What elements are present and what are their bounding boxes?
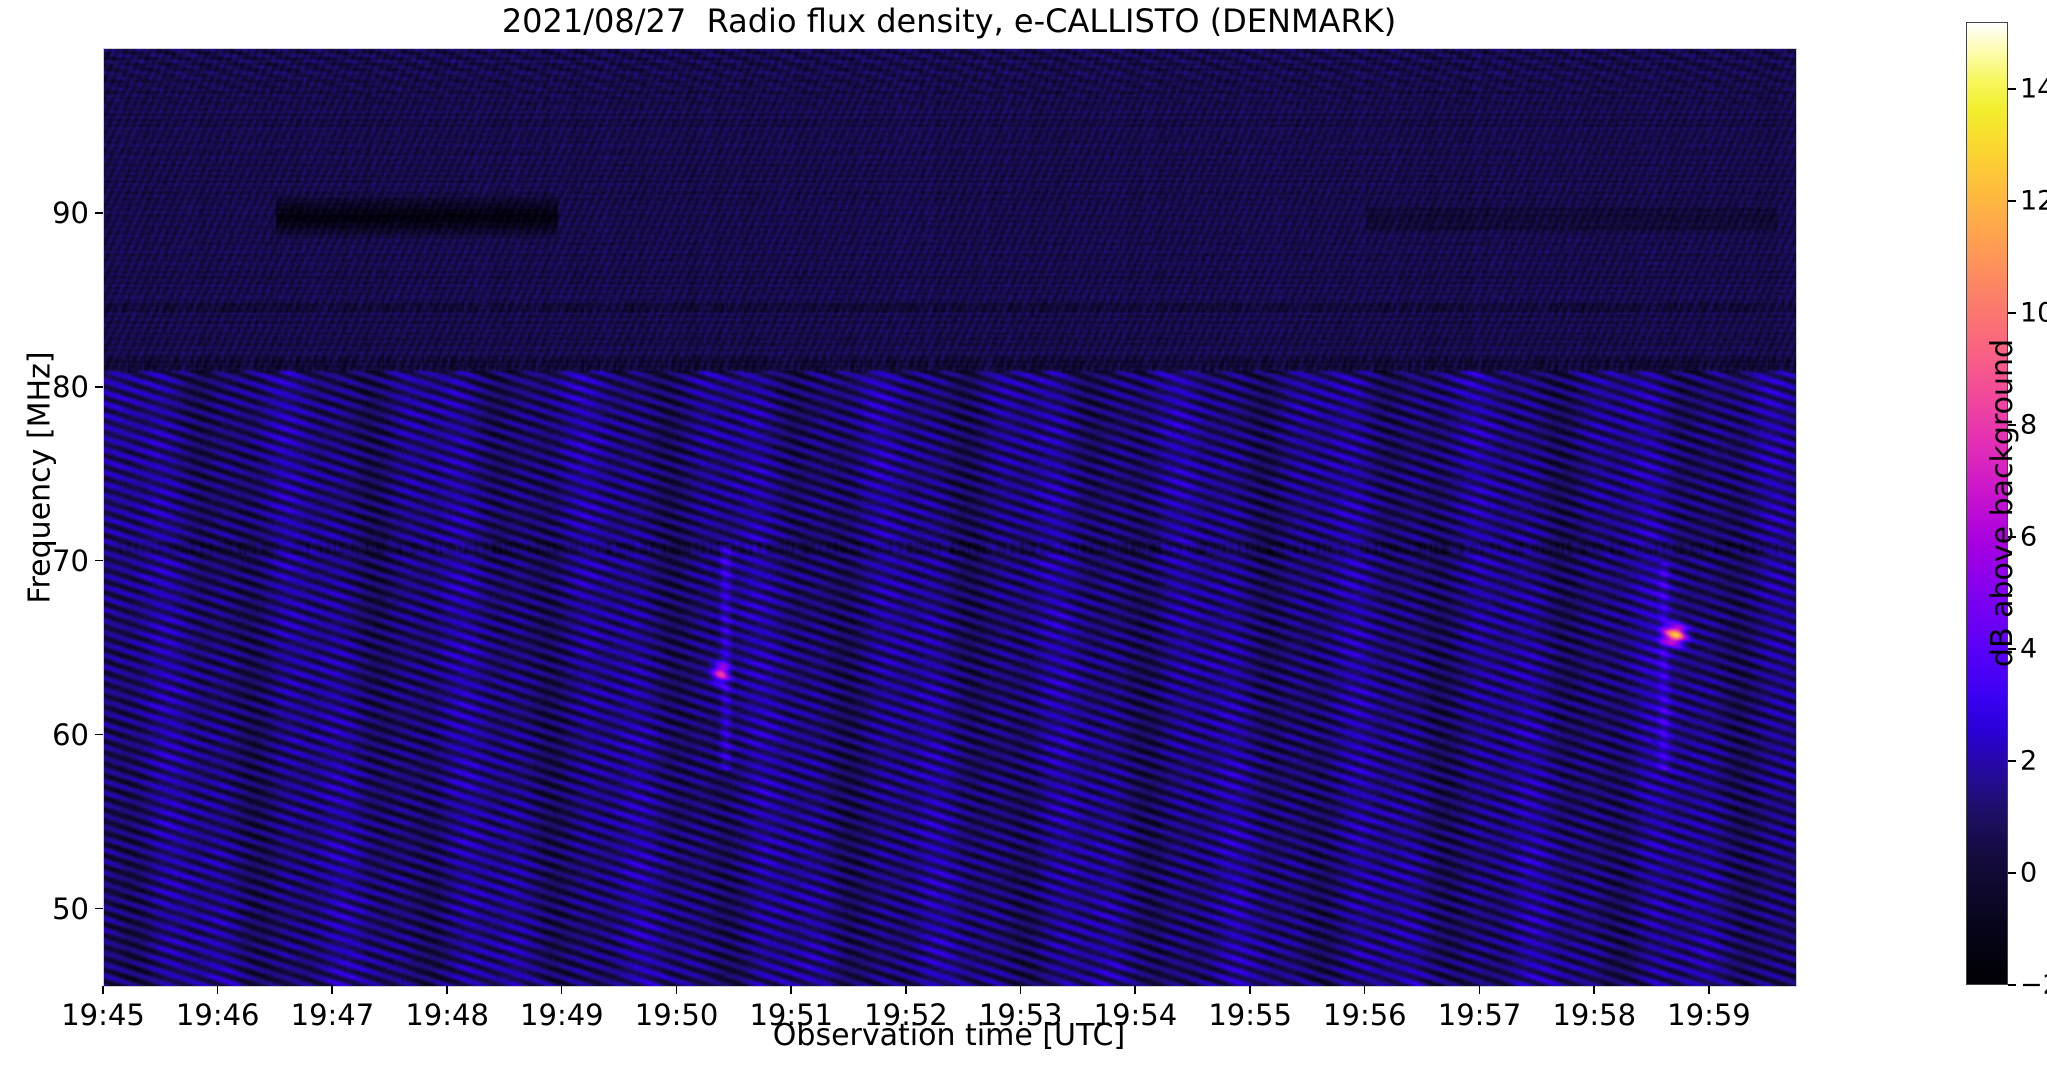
x-tick-label: 19:59 — [1667, 998, 1751, 1032]
colorbar-tick-label: 0 — [2020, 857, 2038, 889]
x-tick-label: 19:57 — [1437, 998, 1522, 1032]
x-tick-label: 19:55 — [1208, 998, 1292, 1032]
x-tick-mark — [1249, 986, 1251, 994]
y-axis-label: Frequency [MHz] — [22, 351, 58, 604]
x-tick-mark — [560, 986, 563, 994]
colorbar-tick-mark — [2008, 200, 2016, 202]
x-tick-mark — [1707, 986, 1710, 994]
colorbar-tick-mark — [2008, 984, 2016, 986]
y-tick-label: 80 — [52, 369, 89, 404]
y-tick-mark — [95, 559, 103, 562]
colorbar-tick-mark — [2008, 872, 2016, 874]
x-tick-mark — [1019, 986, 1022, 994]
colorbar-label-text: dB above background — [1985, 338, 2020, 668]
y-tick-mark — [95, 733, 103, 736]
colorbar-tick-mark — [2008, 88, 2016, 90]
x-tick-mark — [1478, 986, 1481, 994]
x-tick-label: 19:53 — [978, 998, 1063, 1032]
colorbar-gradient — [1966, 22, 2008, 985]
y-tick-mark — [95, 385, 103, 388]
colorbar-tick-label: 14 — [2020, 73, 2047, 105]
x-tick-mark — [1593, 986, 1595, 994]
x-tick-label: 19:58 — [1552, 998, 1637, 1032]
x-tick-label: 19:51 — [749, 998, 834, 1032]
x-tick-label: 19:49 — [520, 998, 604, 1032]
x-tick-label: 19:47 — [290, 998, 375, 1032]
x-tick-mark — [1134, 986, 1136, 994]
x-tick-mark — [675, 986, 678, 994]
spectrogram-heatmap — [104, 49, 1796, 986]
colorbar-tick-label: −2 — [2020, 969, 2047, 1001]
y-tick-mark — [95, 907, 103, 910]
y-tick-label: 90 — [52, 196, 89, 231]
colorbar-tick-mark — [2008, 312, 2016, 314]
x-tick-label: 19:56 — [1323, 998, 1407, 1032]
colorbar-tick-mark — [2008, 648, 2016, 650]
x-tick-mark — [102, 986, 104, 994]
colorbar-tick-mark — [2008, 536, 2016, 538]
colorbar-tick-label: 6 — [2020, 521, 2038, 553]
page-title: 2021/08/27 Radio flux density, e-CALLIST… — [501, 2, 1397, 40]
x-tick-mark — [904, 986, 907, 994]
colorbar-tick-label: 4 — [2020, 633, 2038, 665]
x-tick-label: 19:46 — [175, 998, 260, 1032]
x-tick-mark — [790, 986, 792, 994]
x-tick-mark — [216, 986, 219, 994]
y-tick-label: 70 — [52, 543, 89, 578]
x-tick-label: 19:54 — [1093, 998, 1178, 1032]
y-tick-label: 60 — [52, 717, 89, 752]
colorbar-tick-mark — [2008, 760, 2016, 762]
x-tick-mark — [331, 986, 334, 994]
colorbar-tick-label: 2 — [2020, 745, 2038, 777]
colorbar-tick-label: 8 — [2020, 409, 2038, 441]
y-tick-mark — [95, 212, 103, 214]
x-tick-mark — [1363, 986, 1366, 994]
x-axis-label: Observation time [UTC] — [772, 1018, 1126, 1053]
x-tick-label: 19:45 — [61, 998, 145, 1032]
y-tick-label: 50 — [52, 891, 89, 926]
colorbar[interactable]: 14 12 10 8 6 4 2 0 −2 — [1966, 22, 2047, 1001]
x-tick-label: 19:48 — [405, 998, 489, 1032]
x-tick-label: 19:52 — [864, 998, 948, 1032]
colorbar-tick-mark — [2008, 424, 2016, 426]
x-tick-label: 19:50 — [634, 998, 719, 1032]
colorbar-tick-label: 10 — [2020, 297, 2047, 329]
colorbar-label: dB above background — [1985, 0, 2047, 667]
x-tick-mark — [446, 986, 448, 994]
colorbar-tick-label: 12 — [2020, 185, 2047, 217]
spectrogram-plot-area[interactable] — [103, 48, 1797, 987]
